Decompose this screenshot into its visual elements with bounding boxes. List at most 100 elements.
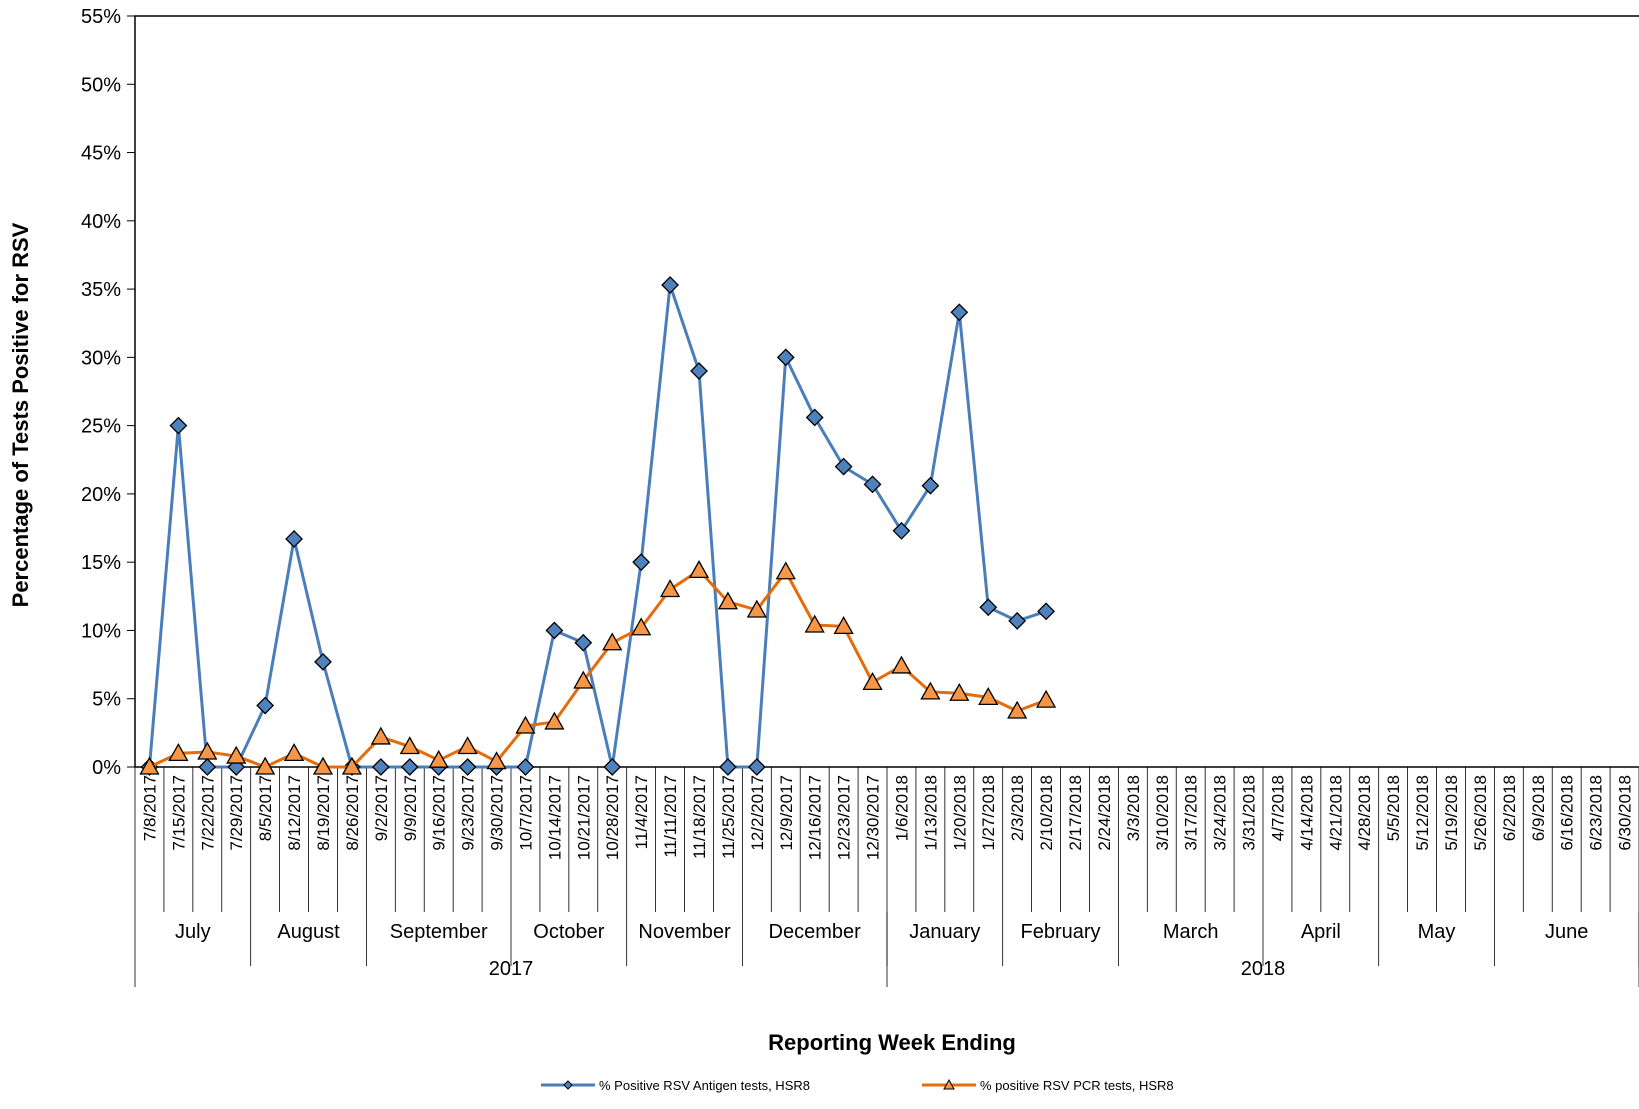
x-tick-label: 5/5/2018 (1384, 775, 1403, 841)
month-label: January (909, 921, 980, 943)
x-tick-label: 11/4/2017 (632, 775, 651, 849)
x-tick-label: 3/3/2018 (1124, 775, 1143, 841)
data-point-pcr (486, 751, 507, 770)
data-point-pcr (197, 741, 218, 760)
data-point-pcr (255, 756, 276, 775)
data-point-antigen (950, 303, 969, 322)
month-label: October (533, 921, 604, 943)
x-tick-label: 1/13/2018 (921, 775, 940, 851)
year-label: 2018 (1241, 958, 1286, 980)
data-point-antigen (169, 416, 188, 435)
x-tick-label: 8/5/2017 (256, 775, 275, 841)
x-tick-label: 9/16/2017 (430, 775, 449, 851)
x-tick-label: 4/14/2018 (1297, 775, 1316, 851)
x-tick-label: 4/28/2018 (1355, 775, 1374, 851)
x-tick-label: 8/12/2017 (285, 775, 304, 851)
x-tick-label: 8/19/2017 (314, 775, 333, 851)
month-label: December (769, 921, 862, 943)
data-point-pcr (226, 745, 247, 764)
data-point-pcr (746, 599, 767, 618)
data-point-pcr (688, 560, 710, 579)
y-axis-title-group: Percentage of Tests Positive for RSV (8, 222, 33, 607)
series-line (147, 283, 1047, 769)
y-tick-label: 15% (81, 552, 121, 574)
data-point-pcr (312, 756, 334, 775)
x-tick-label: 6/30/2018 (1616, 775, 1635, 851)
y-tick-label: 45% (81, 143, 121, 165)
data-point-pcr (1007, 700, 1028, 719)
data-point-antigen (1008, 611, 1027, 630)
data-point-pcr (573, 670, 594, 689)
month-label: March (1163, 921, 1219, 943)
month-label: September (390, 921, 488, 943)
y-tick-label: 20% (81, 484, 121, 506)
y-tick-label: 40% (81, 211, 121, 233)
data-point-antigen (574, 633, 593, 652)
data-point-antigen (834, 457, 853, 476)
data-point-antigen (661, 276, 679, 294)
x-tick-label: 9/30/2017 (488, 775, 507, 851)
y-tick-label: 55% (81, 6, 121, 28)
data-point-antigen (1037, 602, 1055, 621)
data-point-pcr (139, 756, 160, 775)
data-point-pcr (891, 655, 912, 674)
data-point-antigen (371, 758, 390, 776)
y-tick-label: 5% (92, 689, 121, 711)
x-tick-label: 1/27/2018 (979, 775, 998, 851)
data-point-antigen (198, 758, 217, 776)
x-tick-label: 5/26/2018 (1471, 775, 1490, 851)
data-point-pcr (920, 681, 941, 700)
x-tick-label: 7/29/2017 (227, 775, 246, 851)
month-label: April (1301, 921, 1341, 943)
x-tick-label: 1/6/2018 (892, 775, 911, 841)
data-point-pcr (949, 682, 970, 701)
y-tick-label: 35% (81, 279, 121, 301)
x-tick-label: 11/18/2017 (690, 775, 709, 859)
x-tick-label: 12/23/2017 (835, 775, 854, 860)
data-point-antigen (892, 521, 911, 540)
data-point-antigen (314, 652, 332, 671)
month-label: May (1418, 921, 1456, 943)
x-tick-label: 10/28/2017 (603, 775, 622, 860)
x-tick-label: 9/2/2017 (372, 775, 391, 841)
data-point-pcr (978, 687, 999, 706)
legend-marker-diamond (563, 1080, 573, 1090)
x-tick-label: 7/8/2017 (140, 775, 159, 841)
data-point-antigen (400, 758, 419, 776)
data-point-antigen (979, 598, 998, 617)
x-tick-label: 4/21/2018 (1326, 775, 1345, 851)
y-axis-title: Percentage of Tests Positive for RSV (8, 222, 33, 607)
data-point-antigen (516, 758, 535, 776)
data-point-antigen (747, 758, 766, 776)
month-label: June (1545, 921, 1588, 943)
data-point-pcr (659, 579, 681, 598)
data-point-pcr (399, 736, 420, 755)
data-point-pcr (1035, 689, 1057, 708)
plot-area: 0% 5% 10% 15% 20% 25% 30% 35% 40% 45% 50% 55% 7/8/20… (81, 6, 1639, 987)
year-label: 2017 (489, 958, 534, 980)
x-tick-label: 7/15/2017 (169, 775, 188, 851)
data-point-antigen (458, 758, 477, 776)
x-tick-label: 4/7/2018 (1268, 775, 1287, 841)
data-point-antigen (921, 476, 940, 495)
x-tick-label: 5/12/2018 (1413, 775, 1432, 851)
month-label: July (175, 921, 211, 943)
x-tick-label: 6/2/2018 (1500, 775, 1519, 841)
data-point-antigen (603, 758, 622, 776)
data-point-pcr (283, 743, 305, 761)
y-tick-label: 25% (81, 416, 121, 438)
x-tick-label: 2/17/2018 (1066, 775, 1085, 851)
data-point-antigen (285, 530, 303, 548)
x-tick-label: 11/25/2017 (719, 775, 738, 859)
x-tick-label: 10/21/2017 (574, 775, 593, 860)
x-tick-label: 2/24/2018 (1095, 775, 1114, 851)
x-tick-label: 3/31/2018 (1240, 775, 1259, 851)
data-point-pcr (544, 711, 565, 730)
x-tick-label: 10/7/2017 (516, 775, 535, 851)
data-point-antigen (805, 408, 824, 427)
data-point-pcr (631, 617, 652, 636)
data-point-pcr (833, 616, 854, 635)
x-tick-label: 11/11/2017 (661, 775, 680, 858)
data-point-pcr (717, 591, 739, 610)
